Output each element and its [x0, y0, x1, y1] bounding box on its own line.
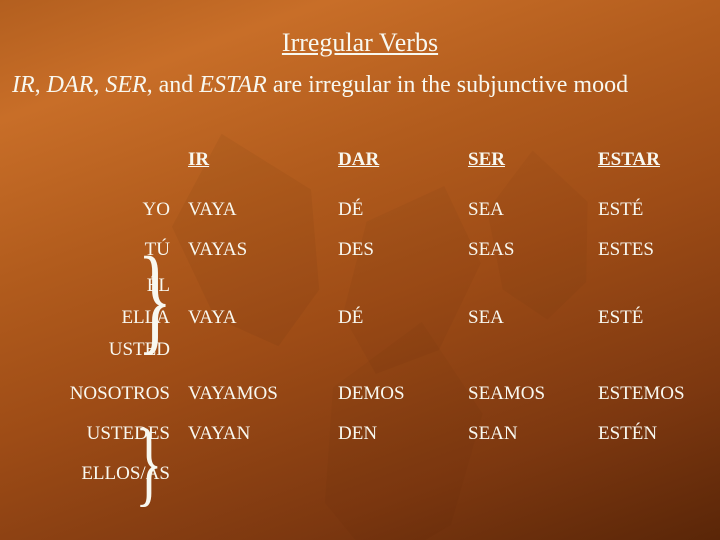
cell: SEA — [468, 199, 598, 221]
subtitle: IR, DAR, SER, and ESTAR are irregular in… — [0, 58, 720, 99]
cell: SEAMOS — [468, 383, 598, 405]
cell: SEAS — [468, 239, 598, 261]
cell: DES — [338, 239, 468, 261]
cell: ESTÉ — [598, 307, 718, 329]
page-title: Irregular Verbs — [0, 0, 720, 58]
row-ellos: ELLOS/AS — [0, 454, 720, 494]
cell: ESTES — [598, 239, 718, 261]
row-el: ÉL — [0, 270, 720, 302]
pronoun-yo: YO — [0, 199, 188, 221]
slide: Irregular Verbs IR, DAR, SER, and ESTAR … — [0, 0, 720, 540]
cell: VAYAS — [188, 239, 338, 261]
cell: DÉ — [338, 199, 468, 221]
brace-icon: } — [135, 427, 162, 498]
cell: ESTEMOS — [598, 383, 718, 405]
cell: SEA — [468, 307, 598, 329]
header-estar: ESTAR — [598, 149, 718, 171]
subtitle-verb: SER — [105, 72, 146, 98]
brace-icon: } — [138, 254, 173, 344]
conjugation-table: IR DAR SER ESTAR YO VAYA DÉ SEA ESTÉ TÚ … — [0, 140, 720, 494]
cell: VAYA — [188, 307, 338, 329]
cell: VAYAMOS — [188, 383, 338, 405]
cell: DEN — [338, 423, 468, 445]
cell: VAYAN — [188, 423, 338, 445]
row-ella: ELLA VAYA DÉ SEA ESTÉ — [0, 302, 720, 334]
subtitle-rest: are irregular in the subjunctive mood — [273, 72, 628, 98]
header-ser: SER — [468, 149, 598, 171]
cell: VAYA — [188, 199, 338, 221]
pronoun-nosotros: NOSOTROS — [0, 383, 188, 405]
cell: DEMOS — [338, 383, 468, 405]
row-ustedes: USTEDES VAYAN DEN SEAN ESTÉN — [0, 414, 720, 454]
row-tu: TÚ VAYAS DES SEAS ESTES — [0, 230, 720, 270]
row-nosotros: NOSOTROS VAYAMOS DEMOS SEAMOS ESTEMOS — [0, 374, 720, 414]
cell: ESTÉ — [598, 199, 718, 221]
row-usted: USTED — [0, 334, 720, 366]
content: Irregular Verbs IR, DAR, SER, and ESTAR … — [0, 0, 720, 540]
subtitle-verb: IR — [12, 72, 35, 98]
cell: SEAN — [468, 423, 598, 445]
subtitle-verb: DAR — [47, 72, 94, 98]
subtitle-verb: ESTAR — [199, 72, 267, 98]
header-dar: DAR — [338, 149, 468, 171]
row-yo: YO VAYA DÉ SEA ESTÉ — [0, 190, 720, 230]
table-header-row: IR DAR SER ESTAR — [0, 140, 720, 180]
cell: ESTÉN — [598, 423, 718, 445]
header-ir: IR — [188, 149, 338, 171]
cell: DÉ — [338, 307, 468, 329]
